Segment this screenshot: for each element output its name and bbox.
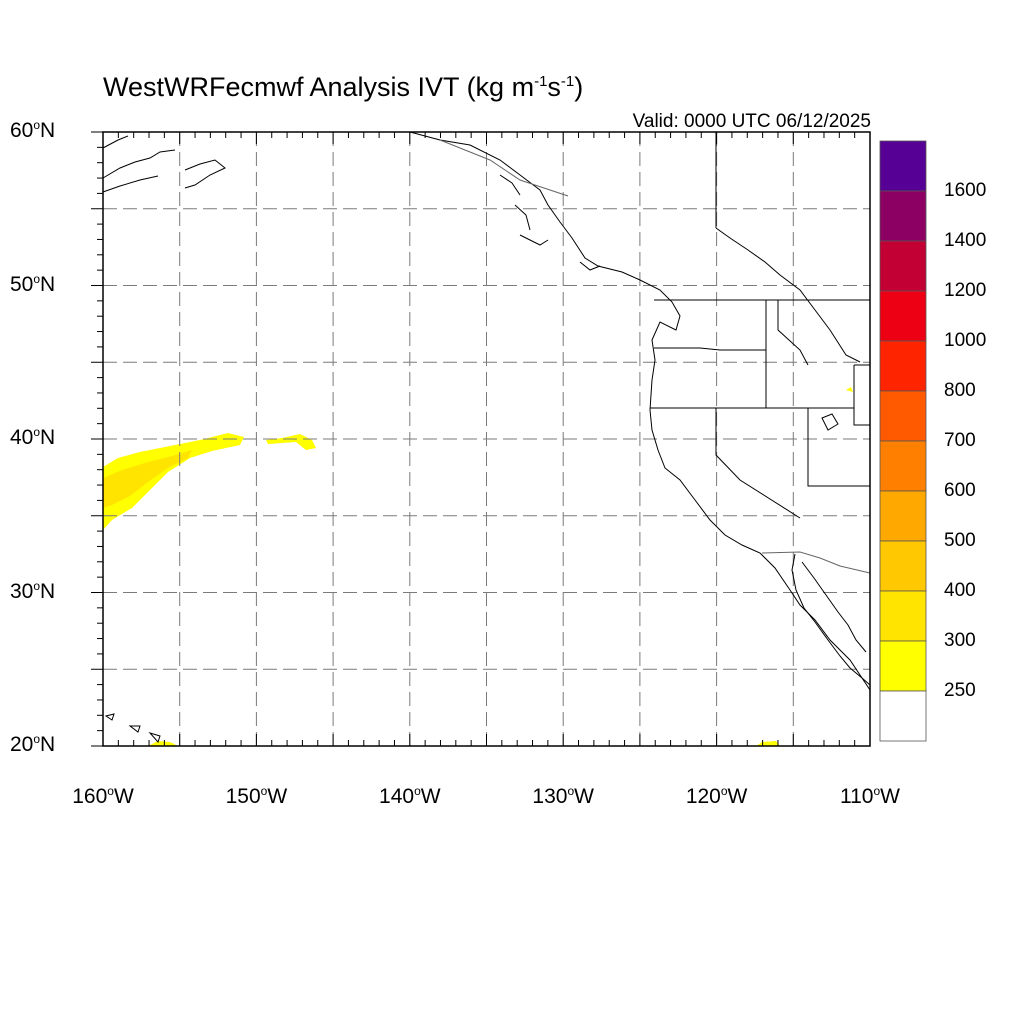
ivt-patch-250 xyxy=(148,741,178,746)
colorbar-level-label: 300 xyxy=(944,630,976,651)
lon-label: 110oW xyxy=(840,784,900,808)
ivt-plume-300 xyxy=(103,450,192,508)
colorbar-level-label: 400 xyxy=(944,580,976,601)
political-borders xyxy=(439,132,871,574)
lon-label: 130oW xyxy=(532,784,594,808)
hawaii xyxy=(104,713,161,743)
lon-label: 140oW xyxy=(379,784,441,808)
colorbar-level-label: 700 xyxy=(944,430,976,451)
graticule xyxy=(103,132,870,746)
coastlines xyxy=(102,131,871,743)
lat-label: 50oN xyxy=(10,271,56,296)
colorbar-swatch xyxy=(879,340,927,392)
colorbar-swatch xyxy=(879,190,927,242)
aleutian-coast xyxy=(102,135,226,193)
us-mexico-border xyxy=(761,551,871,574)
colorbar-level-label: 600 xyxy=(944,480,976,501)
lat-label: 30oN xyxy=(10,578,56,603)
colorbar xyxy=(879,140,927,742)
lat-label: 40oN xyxy=(10,425,56,449)
valid-time-label: Valid: 0000 UTC 06/12/2025 xyxy=(632,111,871,132)
colorbar-swatch xyxy=(879,590,927,642)
colorbar-swatch xyxy=(879,140,927,192)
lon-label: 150oW xyxy=(225,784,288,808)
ivt-shading xyxy=(103,387,853,746)
colorbar-level-label: 1400 xyxy=(944,230,987,251)
ivt-patch-250 xyxy=(846,387,853,392)
colorbar-swatch xyxy=(879,640,927,692)
state-borders xyxy=(650,132,870,519)
colorbar-swatch xyxy=(879,290,927,342)
lon-label: 160oW xyxy=(72,784,134,808)
chart-title: WestWRFecmwf Analysis IVT (kg m-1s-1) xyxy=(103,72,584,102)
colorbar-level-label: 250 xyxy=(944,680,976,701)
colorbar-swatch xyxy=(879,540,927,592)
ivt-patch-250 xyxy=(756,741,780,746)
colorbar-swatch xyxy=(879,490,927,542)
colorbar-level-label: 500 xyxy=(944,530,976,551)
alaska-islands xyxy=(499,174,601,271)
alaska-coast xyxy=(409,131,871,691)
ivt-plume-250 xyxy=(103,433,244,530)
axis-ticks xyxy=(91,131,871,747)
ivt-patch-250 xyxy=(266,434,316,450)
baja-california xyxy=(791,553,871,686)
colorbar-level-label: 1000 xyxy=(944,330,987,351)
canada-hudson xyxy=(715,227,861,363)
colorbar-swatch xyxy=(879,240,927,292)
colorbar-level-label: 1200 xyxy=(944,280,987,301)
colorbar-level-label: 1600 xyxy=(944,180,987,201)
colorbar-swatch xyxy=(879,390,927,442)
canada-alaska-border xyxy=(439,139,569,197)
great-salt-lake xyxy=(821,413,839,431)
lat-label: 20oN xyxy=(10,732,56,756)
colorbar-swatch xyxy=(879,440,927,492)
colorbar-level-label: 800 xyxy=(944,380,976,401)
colorbar-swatch xyxy=(879,690,927,742)
lat-label: 60oN xyxy=(10,118,56,142)
lon-label: 120oW xyxy=(685,784,748,808)
